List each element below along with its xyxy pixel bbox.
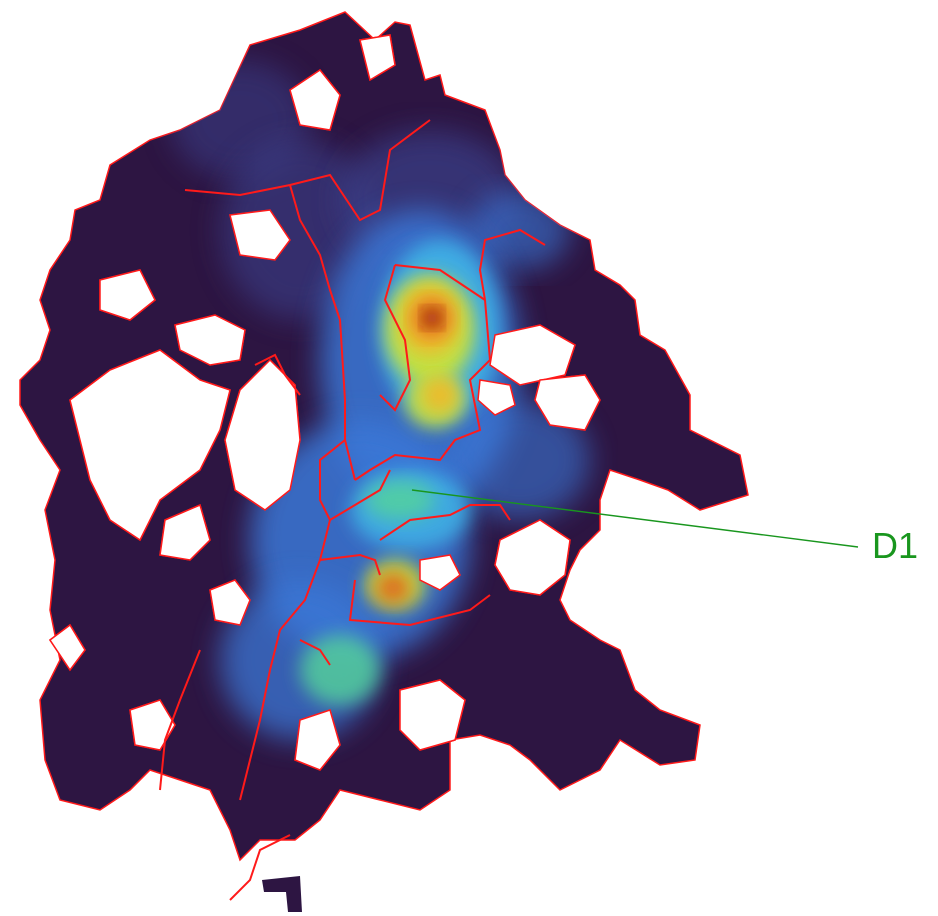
- unbuilt-area: [48, 623, 86, 672]
- density-blob: [423, 309, 441, 327]
- district-boundary: [289, 184, 356, 481]
- unbuilt-area: [489, 324, 576, 386]
- district-boundary: [229, 834, 291, 901]
- unbuilt-area: [229, 209, 291, 261]
- unbuilt-area: [209, 579, 251, 626]
- district-boundary: [379, 504, 511, 541]
- district-boundary: [394, 264, 486, 301]
- unbuilt-area: [419, 554, 461, 591]
- unbuilt-area: [159, 503, 211, 561]
- district-boundary: [348, 579, 491, 627]
- district-boundary: [478, 228, 546, 301]
- density-blob: [450, 400, 590, 520]
- unbuilt-area: [224, 358, 301, 511]
- district-boundary: [184, 119, 431, 222]
- annotation-label-d1: D1: [872, 525, 919, 566]
- unbuilt-area: [494, 519, 571, 596]
- district-boundary: [319, 553, 381, 576]
- unbuilt-area: [69, 349, 231, 542]
- unbuilt-area: [477, 379, 516, 416]
- unbuilt-areas-mask: [48, 34, 601, 771]
- density-blob: [375, 572, 411, 604]
- district-boundary: [329, 469, 391, 521]
- district-boundary: [319, 439, 346, 521]
- district-boundary: [269, 519, 331, 671]
- district-boundary: [299, 639, 331, 666]
- unbuilt-area: [99, 269, 156, 321]
- unbuilt-area: [129, 699, 176, 751]
- unbuilt-area: [399, 679, 466, 751]
- unbuilt-area: [534, 374, 601, 431]
- annotation-leader-line: [411, 489, 859, 548]
- density-blob: [422, 377, 458, 413]
- district-boundary: [254, 353, 301, 396]
- density-blob: [365, 480, 435, 520]
- density-blob: [300, 635, 380, 705]
- district-boundary: [159, 649, 201, 791]
- district-boundary: [239, 669, 271, 801]
- urban-fragment: [262, 876, 302, 912]
- unbuilt-area: [294, 709, 341, 771]
- unbuilt-area: [174, 314, 246, 366]
- district-boundary: [379, 264, 412, 412]
- district-boundary: [354, 299, 492, 481]
- unbuilt-area: [289, 68, 341, 131]
- district-boundaries: [159, 119, 546, 901]
- unbuilt-area: [359, 34, 396, 82]
